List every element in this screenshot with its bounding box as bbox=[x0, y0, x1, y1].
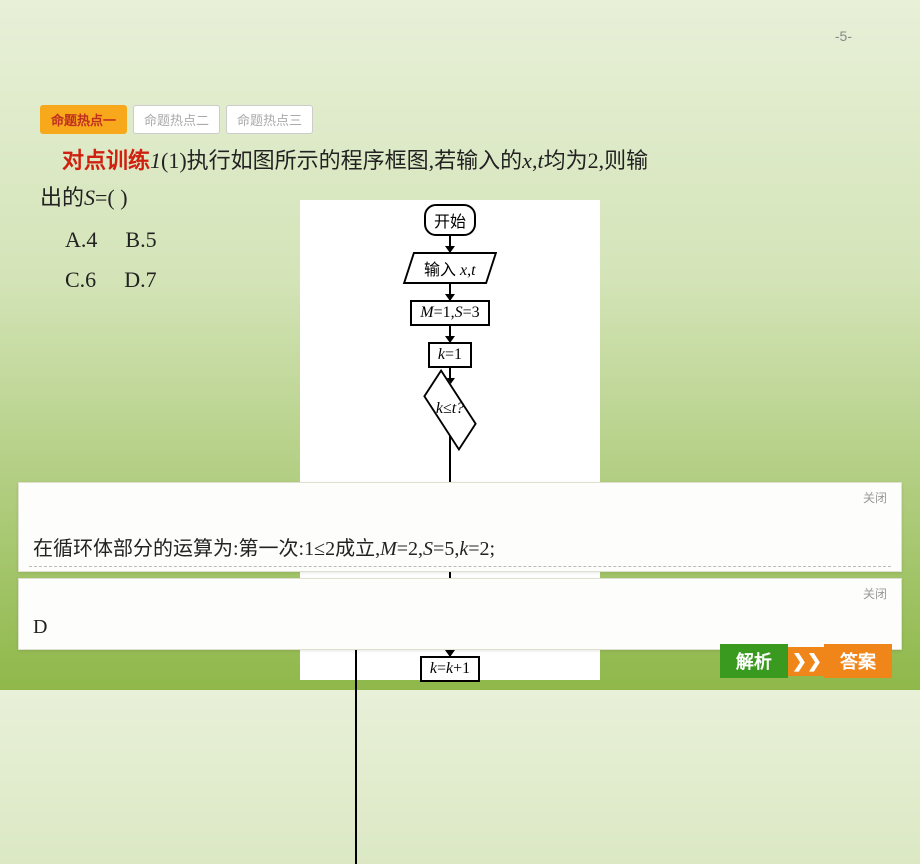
answer-button[interactable]: 答案 bbox=[824, 644, 892, 678]
option-d: D.7 bbox=[124, 260, 156, 300]
tab-bar: 命题热点一 命题热点二 命题热点三 bbox=[40, 105, 313, 134]
analysis-k: k bbox=[459, 538, 468, 560]
question-body-b: 均为2,则输 bbox=[544, 148, 649, 173]
analysis-text: 在循环体部分的运算为:第一次:1≤2成立,M=2,S=5,k=2; bbox=[33, 532, 495, 561]
tab-hotspot-1[interactable]: 命题热点一 bbox=[40, 105, 127, 134]
close-button[interactable]: 关闭 bbox=[863, 585, 887, 602]
tab-hotspot-3[interactable]: 命题热点三 bbox=[226, 105, 313, 134]
fc-k1: k=1 bbox=[428, 342, 472, 368]
fc-arrow bbox=[449, 236, 451, 252]
analysis-g: =2; bbox=[468, 538, 495, 560]
chevron-icon: ❯❯ bbox=[788, 647, 824, 676]
answer-text: D bbox=[33, 616, 47, 639]
question-body-c: 出的 bbox=[40, 185, 84, 210]
question-body-a: (1)执行如图所示的程序框图,若输入的 bbox=[161, 148, 522, 173]
option-a: A.4 bbox=[65, 220, 97, 260]
question-var-s: S bbox=[84, 185, 95, 210]
fc-arrow bbox=[449, 284, 451, 300]
fc-line bbox=[355, 624, 357, 864]
question-lead: 对点训练 bbox=[62, 148, 150, 173]
question-body-d: =( ) bbox=[95, 185, 128, 210]
options: A.4 B.5 C.6 D.7 bbox=[65, 220, 157, 299]
close-button[interactable]: 关闭 bbox=[863, 489, 887, 506]
analysis-a: 在循环体部分的运算为:第一次:1≤2成立, bbox=[33, 538, 380, 560]
option-c: C.6 bbox=[65, 260, 96, 300]
button-row: 解析 ❯❯ 答案 bbox=[720, 644, 892, 678]
fc-input: 输入 x,t bbox=[403, 252, 497, 284]
analysis-m: M bbox=[380, 538, 397, 560]
analysis-s: S bbox=[423, 538, 433, 560]
fc-arrow bbox=[449, 326, 451, 342]
option-b: B.5 bbox=[125, 220, 156, 260]
question-var-x: x bbox=[522, 148, 532, 173]
analysis-e: =5, bbox=[433, 538, 459, 560]
page-number: -5- bbox=[835, 28, 852, 44]
fc-cond: k≤t? bbox=[405, 388, 495, 432]
analysis-panel: 关闭 在循环体部分的运算为:第一次:1≤2成立,M=2,S=5,k=2; bbox=[18, 482, 902, 572]
analysis-c: =2, bbox=[397, 538, 423, 560]
fc-kinc: k=k+1 bbox=[420, 656, 480, 682]
question-number: 1 bbox=[150, 148, 161, 173]
answer-panel: 关闭 D bbox=[18, 578, 902, 650]
fc-init: M=1,S=3 bbox=[410, 300, 489, 326]
analysis-button[interactable]: 解析 bbox=[720, 644, 788, 678]
divider bbox=[29, 566, 891, 567]
tab-hotspot-2[interactable]: 命题热点二 bbox=[133, 105, 220, 134]
fc-start: 开始 bbox=[424, 204, 476, 236]
